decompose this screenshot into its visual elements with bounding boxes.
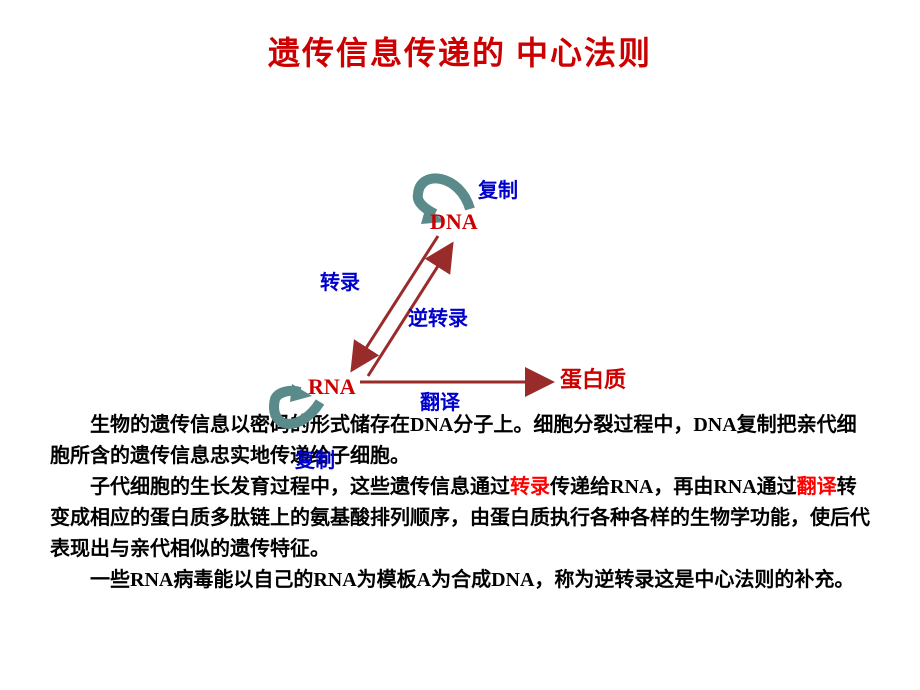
label-reverse-transcription: 逆转录 [408,302,468,331]
label-dna-replication: 复制 [478,174,518,203]
node-protein: 蛋白质 [560,362,626,394]
node-dna: DNA [430,209,478,235]
label-transcription: 转录 [320,266,360,295]
node-rna: RNA [308,374,356,400]
highlight-transcription: 转录 [510,476,550,498]
label-rna-replication: 复制 [295,444,335,473]
paragraph-2: 子代细胞的生长发育过程中，这些遗传信息通过转录传递给RNA，再由RNA通过翻译转… [50,472,870,565]
central-dogma-diagram: DNA RNA 蛋白质 复制 转录 逆转录 翻译 复制 [0,74,920,404]
highlight-translation: 翻译 [797,476,837,498]
diagram-arrows [0,74,920,474]
page-title: 遗传信息传递的 中心法则 [0,0,920,74]
paragraph-3: 一些RNA病毒能以自己的RNA为模板A为合成DNA，称为逆转录这是中心法则的补充… [50,565,870,596]
label-translation: 翻译 [420,386,460,415]
